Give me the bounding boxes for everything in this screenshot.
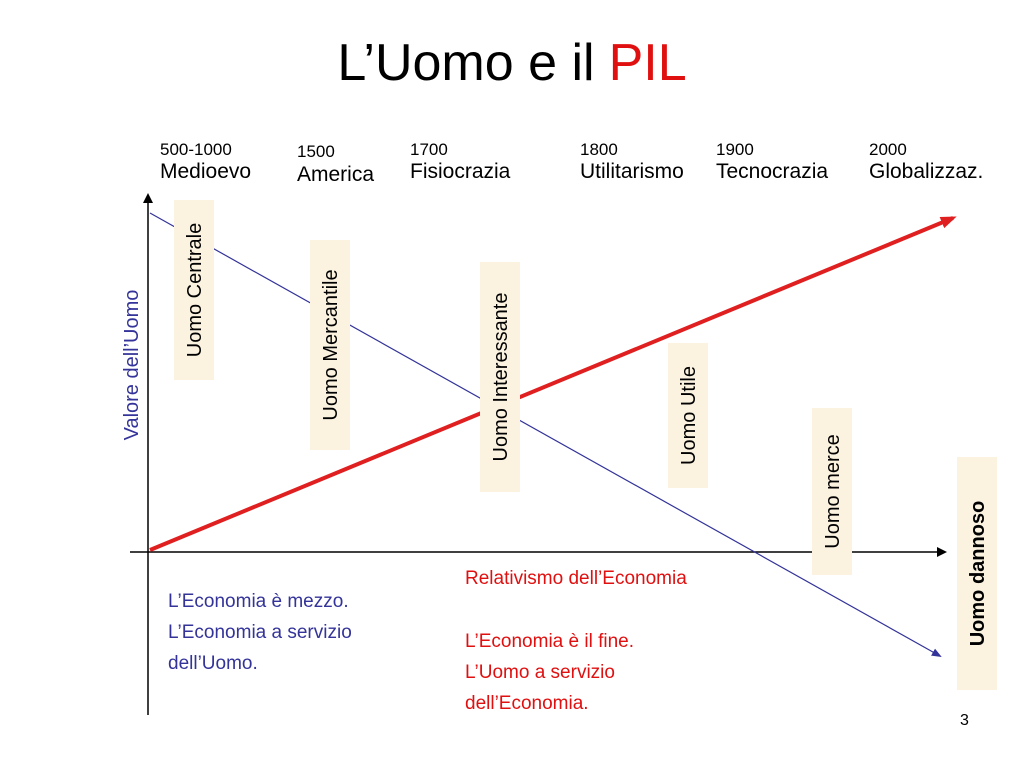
period-years: 1500 bbox=[297, 142, 335, 161]
period-years: 500-1000 bbox=[160, 140, 232, 159]
period-name: Utilitarismo bbox=[580, 160, 684, 183]
period-years: 2000 bbox=[869, 140, 907, 159]
stage-label: Uomo Centrale bbox=[184, 223, 206, 358]
right-note: L’Economia è il fine. L’Uomo a servizio de… bbox=[465, 631, 634, 714]
stage-box bbox=[668, 343, 708, 488]
left-note: L’Economia è mezzo. L’Economia a servizio… bbox=[168, 591, 352, 674]
title-highlight: PIL bbox=[609, 34, 687, 92]
stage-label: Uomo merce bbox=[822, 434, 844, 548]
note-line: dell’Uomo. bbox=[168, 653, 258, 674]
period-name: Medioevo bbox=[160, 160, 251, 183]
period-years: 1900 bbox=[716, 140, 754, 159]
period-name: America bbox=[297, 163, 374, 186]
stage-box bbox=[310, 240, 350, 450]
axis-label: Valore dell’Uomo bbox=[121, 290, 143, 441]
stage-box bbox=[174, 200, 214, 380]
stage-box bbox=[480, 262, 520, 492]
period-name: Globalizzaz. bbox=[869, 160, 983, 183]
right-heading: Relativismo dell’Economia bbox=[465, 568, 687, 589]
note-line: L’Economia è il fine. bbox=[465, 631, 634, 652]
note-line: L’Uomo a servizio bbox=[465, 662, 615, 683]
stage-box bbox=[812, 408, 852, 575]
stage-box bbox=[957, 457, 997, 690]
note-line: dell’Economia. bbox=[465, 693, 589, 714]
value-line bbox=[149, 212, 942, 657]
title-text: L’Uomo e il bbox=[337, 34, 594, 92]
note-line: L’Economia a servizio bbox=[168, 622, 352, 643]
period-years: 1700 bbox=[410, 140, 448, 159]
page-number: 3 bbox=[960, 712, 969, 729]
title: L’Uomo e il PIL bbox=[337, 34, 686, 92]
stage-label: Uomo dannoso bbox=[967, 501, 989, 647]
period-years: 1800 bbox=[580, 140, 618, 159]
stage-label: Uomo Mercantile bbox=[320, 269, 342, 420]
stage-label: Uomo Utile bbox=[678, 366, 700, 465]
stage-label: Uomo Interessante bbox=[490, 293, 512, 462]
period-name: Tecnocrazia bbox=[716, 160, 828, 183]
pil-line bbox=[149, 216, 957, 552]
period-name: Fisiocrazia bbox=[410, 160, 511, 183]
note-line: L’Economia è mezzo. bbox=[168, 591, 349, 612]
